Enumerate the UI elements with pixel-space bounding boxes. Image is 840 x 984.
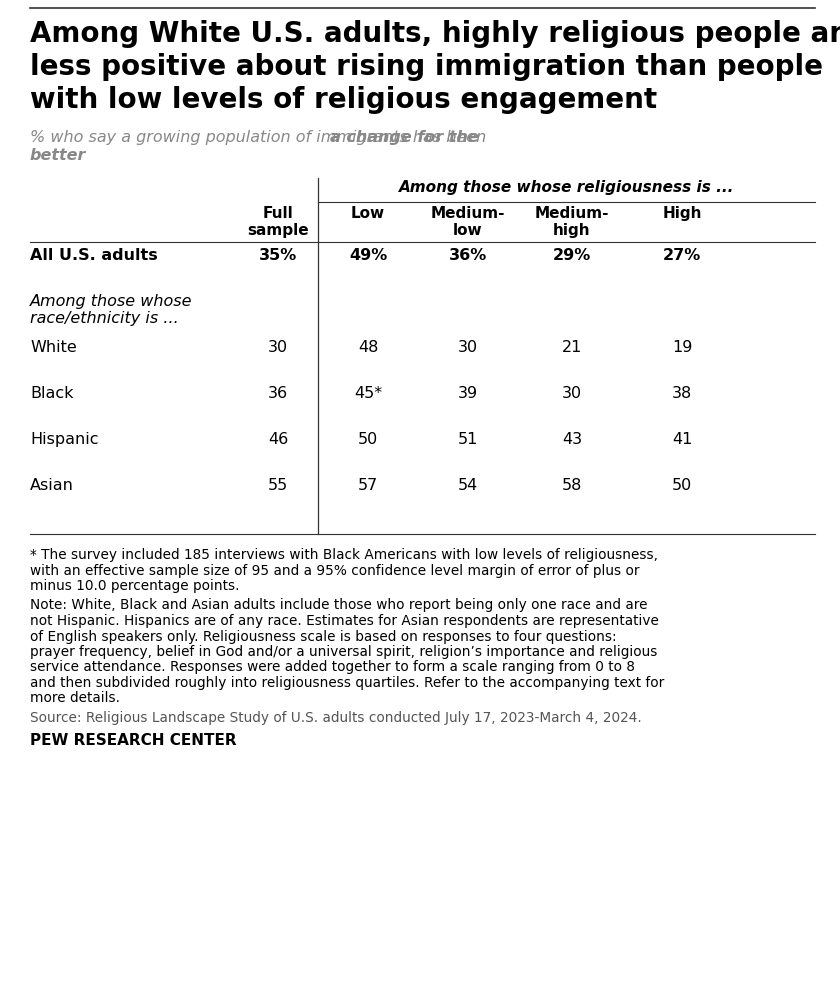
- Text: 30: 30: [562, 386, 582, 401]
- Text: Black: Black: [30, 386, 74, 401]
- Text: 30: 30: [268, 340, 288, 355]
- Text: PEW RESEARCH CENTER: PEW RESEARCH CENTER: [30, 733, 237, 748]
- Text: 51: 51: [458, 432, 478, 447]
- Text: 30: 30: [458, 340, 478, 355]
- Text: High: High: [662, 206, 701, 221]
- Text: Medium-
low: Medium- low: [431, 206, 505, 238]
- Text: 27%: 27%: [663, 248, 701, 263]
- Text: All U.S. adults: All U.S. adults: [30, 248, 158, 263]
- Text: not Hispanic. Hispanics are of any race. Estimates for Asian respondents are rep: not Hispanic. Hispanics are of any race.…: [30, 614, 659, 628]
- Text: Note: White, Black and Asian adults include those who report being only one race: Note: White, Black and Asian adults incl…: [30, 598, 648, 612]
- Text: 36%: 36%: [449, 248, 487, 263]
- Text: 29%: 29%: [553, 248, 591, 263]
- Text: with an effective sample size of 95 and a 95% confidence level margin of error o: with an effective sample size of 95 and …: [30, 564, 639, 578]
- Text: 21: 21: [562, 340, 582, 355]
- Text: 50: 50: [672, 478, 692, 493]
- Text: 54: 54: [458, 478, 478, 493]
- Text: 46: 46: [268, 432, 288, 447]
- Text: 43: 43: [562, 432, 582, 447]
- Text: 55: 55: [268, 478, 288, 493]
- Text: 58: 58: [562, 478, 582, 493]
- Text: of English speakers only. Religiousness scale is based on responses to four ques: of English speakers only. Religiousness …: [30, 630, 617, 644]
- Text: 50: 50: [358, 432, 378, 447]
- Text: White: White: [30, 340, 76, 355]
- Text: service attendance. Responses were added together to form a scale ranging from 0: service attendance. Responses were added…: [30, 660, 635, 674]
- Text: 39: 39: [458, 386, 478, 401]
- Text: better: better: [30, 148, 87, 163]
- Text: Asian: Asian: [30, 478, 74, 493]
- Text: 19: 19: [672, 340, 692, 355]
- Text: Among White U.S. adults, highly religious people are
less positive about rising : Among White U.S. adults, highly religiou…: [30, 20, 840, 114]
- Text: 57: 57: [358, 478, 378, 493]
- Text: Among those whose
race/ethnicity is ...: Among those whose race/ethnicity is ...: [30, 294, 192, 327]
- Text: 45*: 45*: [354, 386, 382, 401]
- Text: 38: 38: [672, 386, 692, 401]
- Text: 36: 36: [268, 386, 288, 401]
- Text: minus 10.0 percentage points.: minus 10.0 percentage points.: [30, 579, 239, 593]
- Text: and then subdivided roughly into religiousness quartiles. Refer to the accompany: and then subdivided roughly into religio…: [30, 676, 664, 690]
- Text: Full
sample: Full sample: [247, 206, 309, 238]
- Text: Medium-
high: Medium- high: [535, 206, 609, 238]
- Text: a change for the: a change for the: [329, 130, 479, 145]
- Text: 49%: 49%: [349, 248, 387, 263]
- Text: more details.: more details.: [30, 692, 120, 706]
- Text: Source: Religious Landscape Study of U.S. adults conducted July 17, 2023-March 4: Source: Religious Landscape Study of U.S…: [30, 711, 642, 725]
- Text: 35%: 35%: [259, 248, 297, 263]
- Text: % who say a growing population of immigrants has been: % who say a growing population of immigr…: [30, 130, 491, 145]
- Text: * The survey included 185 interviews with Black Americans with low levels of rel: * The survey included 185 interviews wit…: [30, 548, 658, 562]
- Text: Hispanic: Hispanic: [30, 432, 98, 447]
- Text: prayer frequency, belief in God and/or a universal spirit, religion’s importance: prayer frequency, belief in God and/or a…: [30, 645, 658, 659]
- Text: 48: 48: [358, 340, 378, 355]
- Text: Among those whose religiousness is ...: Among those whose religiousness is ...: [399, 180, 734, 195]
- Text: 41: 41: [672, 432, 692, 447]
- Text: Low: Low: [351, 206, 385, 221]
